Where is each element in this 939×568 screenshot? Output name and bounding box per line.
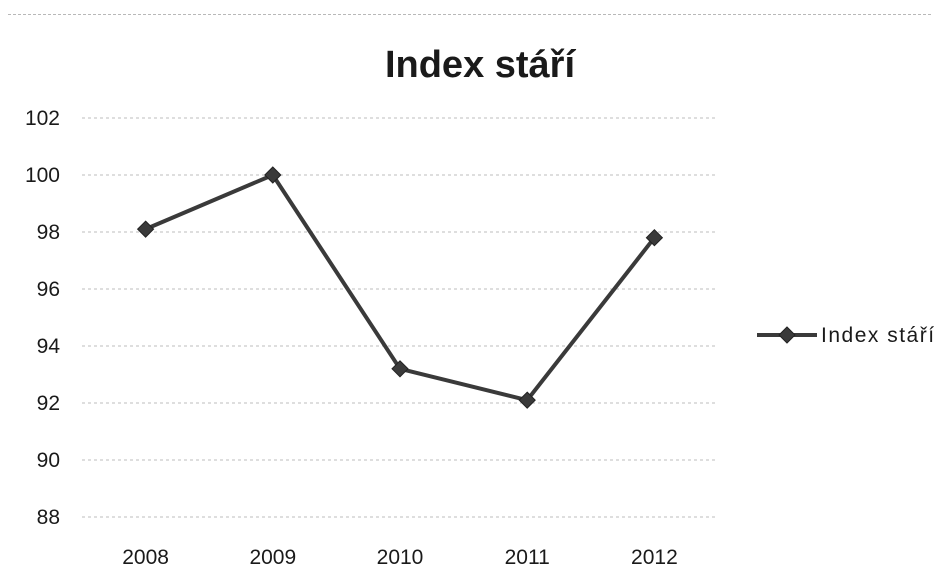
x-axis-ticks: 2008 2009 2010 2011 2012 [122,546,678,568]
y-tick-label: 98 [37,221,60,244]
legend-marker-swatch [778,326,796,344]
x-tick-label: 2011 [505,546,550,568]
y-axis-ticks: 88 90 92 94 96 98 100 102 [25,107,60,529]
x-tick-label: 2009 [249,546,296,568]
legend-label: Index stáří [821,324,936,347]
x-tick-label: 2008 [122,546,169,568]
y-tick-label: 92 [37,392,60,415]
y-tick-label: 100 [25,164,60,187]
x-tick-label: 2010 [377,546,424,568]
data-point [645,228,664,247]
legend: Index stáří [757,324,936,347]
gridlines [82,117,718,518]
y-tick-label: 94 [37,335,61,358]
y-tick-label: 102 [25,107,60,130]
y-tick-label: 96 [37,278,60,301]
y-tick-label: 88 [37,506,60,529]
data-point [391,360,409,378]
y-tick-label: 90 [37,449,60,472]
series-index-stari [136,166,664,409]
data-point [136,220,155,238]
top-border [8,14,931,15]
data-point [518,391,536,409]
chart-title: Index stáří [384,44,576,86]
x-tick-label: 2012 [631,546,678,568]
data-point [264,166,282,184]
